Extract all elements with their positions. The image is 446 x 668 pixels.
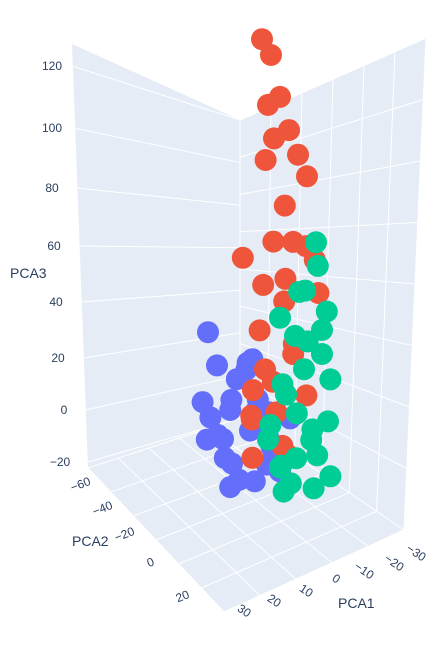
grid-line <box>239 268 416 285</box>
data-point <box>257 93 279 116</box>
data-point <box>191 391 214 414</box>
data-point <box>296 165 318 188</box>
data-point <box>311 343 333 365</box>
x-tick-label: 0 <box>330 571 344 587</box>
floor-plane <box>88 418 404 612</box>
side-wall-z <box>240 38 426 530</box>
z-tick-label: 60 <box>47 239 61 253</box>
data-point <box>293 358 315 381</box>
series-3 <box>257 231 342 503</box>
grid-line <box>81 289 241 303</box>
data-point <box>315 300 338 323</box>
data-point <box>259 414 282 436</box>
x-axis-title: PCA1 <box>338 595 375 611</box>
grid-line <box>78 245 241 249</box>
data-point <box>213 447 236 469</box>
data-point <box>252 273 275 296</box>
x-tick-label: 20 <box>265 591 284 610</box>
data-point <box>273 194 296 217</box>
y-axis-title: PCA2 <box>72 533 109 549</box>
data-point <box>197 321 219 344</box>
data-point <box>319 368 342 391</box>
z-tick-label: 0 <box>61 403 68 417</box>
data-point <box>248 319 271 342</box>
data-point <box>270 454 293 477</box>
data-point <box>306 444 329 467</box>
data-point <box>274 267 297 290</box>
data-point <box>242 379 264 402</box>
grid-line <box>239 160 421 195</box>
data-point <box>269 306 291 329</box>
grid-line <box>85 374 241 411</box>
data-point <box>279 472 302 495</box>
data-point <box>228 468 251 491</box>
data-point <box>240 404 263 427</box>
y-tick-label: −40 <box>90 498 114 519</box>
z-tick-label: 40 <box>49 295 63 309</box>
grid-line <box>76 187 241 206</box>
grid-line <box>178 492 350 565</box>
data-point <box>254 149 277 171</box>
grid-line <box>74 127 241 164</box>
grid-line <box>239 222 418 233</box>
data-point <box>285 402 308 425</box>
data-point <box>206 423 229 446</box>
grid-line <box>71 65 241 121</box>
x-tick-label: −30 <box>404 541 429 564</box>
data-point <box>306 254 329 277</box>
y-tick-label: −20 <box>112 524 136 545</box>
data-point <box>282 230 305 253</box>
data-point <box>241 446 264 469</box>
data-point <box>302 477 325 500</box>
z-axis-title: PCA3 <box>10 265 47 281</box>
data-point <box>319 465 342 488</box>
z-tick-label: 120 <box>42 59 62 73</box>
data-point <box>317 410 339 433</box>
back-wall-z <box>72 44 240 468</box>
data-point <box>295 384 318 407</box>
y-tick-label: 0 <box>145 554 157 570</box>
y-tick-label: −60 <box>68 474 92 495</box>
grid-line <box>110 436 268 493</box>
data-point <box>305 231 327 254</box>
x-tick-label: −20 <box>382 551 407 574</box>
data-point <box>271 373 294 396</box>
data-point <box>311 319 333 341</box>
data-point <box>263 127 285 150</box>
grid-line <box>223 529 405 613</box>
z-tick-label: 80 <box>45 181 59 195</box>
data-point <box>231 246 254 269</box>
data-point <box>287 143 309 166</box>
data-point <box>262 230 285 253</box>
data-point <box>288 280 311 303</box>
grid-line <box>201 510 377 589</box>
z-tick-label: 20 <box>51 351 65 365</box>
z-tick-label: 100 <box>42 121 62 135</box>
data-point <box>260 44 282 66</box>
x-tick-label: −10 <box>352 559 377 582</box>
z-axis-ticks: 120 100 80 60 40 20 0 −20 <box>42 59 71 469</box>
data-points <box>191 28 342 503</box>
y-tick-label: 20 <box>174 587 192 605</box>
data-point <box>206 354 228 377</box>
x-tick-label: 10 <box>297 581 316 600</box>
z-tick-label: −20 <box>50 455 71 469</box>
data-point <box>220 388 243 411</box>
